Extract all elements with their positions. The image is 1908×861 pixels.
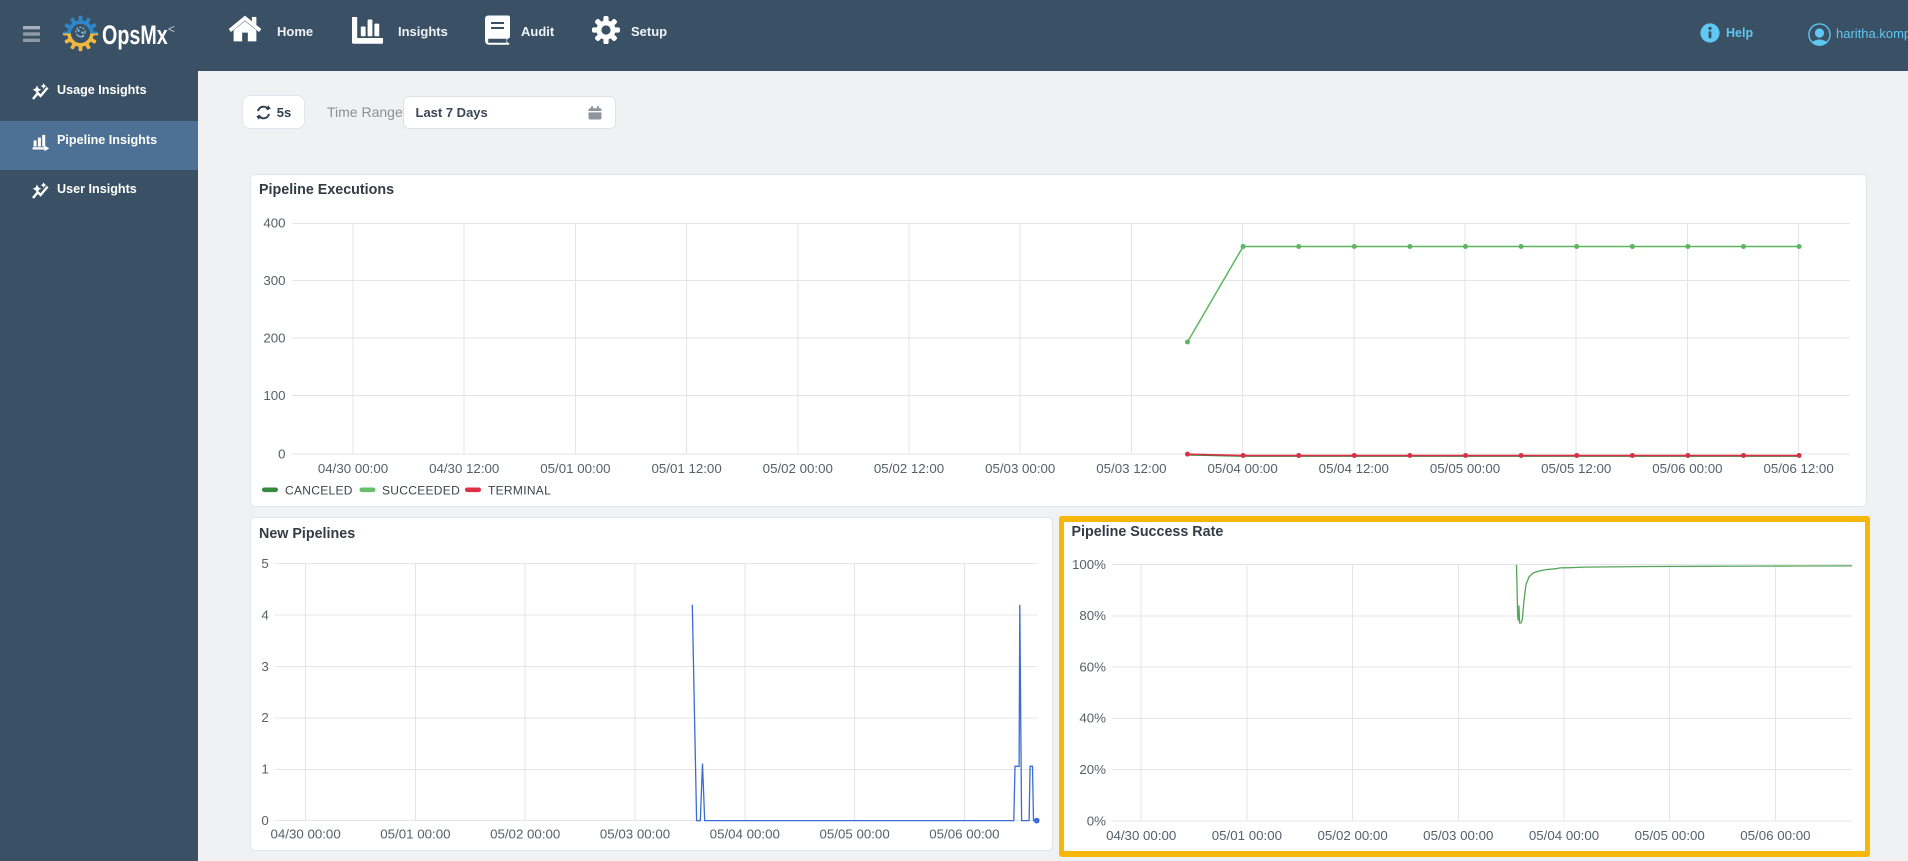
svg-text:0: 0 (278, 446, 285, 461)
svg-text:05/02 00:00: 05/02 00:00 (763, 460, 833, 475)
svg-text:1: 1 (261, 762, 268, 777)
svg-text:4: 4 (261, 607, 268, 622)
svg-text:05/03 00:00: 05/03 00:00 (985, 460, 1055, 475)
svg-text:05/02 00:00: 05/02 00:00 (490, 826, 560, 841)
svg-text:3: 3 (261, 659, 268, 674)
svg-text:CANCELED: CANCELED (285, 483, 353, 497)
svg-text:05/03 00:00: 05/03 00:00 (600, 826, 670, 841)
svg-text:05/05 12:00: 05/05 12:00 (1541, 460, 1611, 475)
svg-text:05/06 12:00: 05/06 12:00 (1763, 460, 1833, 475)
svg-text:60%: 60% (1079, 659, 1106, 674)
svg-text:SUCCEEDED: SUCCEEDED (382, 483, 460, 497)
svg-text:04/30 12:00: 04/30 12:00 (429, 460, 499, 475)
svg-text:05/02 00:00: 05/02 00:00 (1317, 827, 1387, 842)
svg-text:05/04 12:00: 05/04 12:00 (1319, 460, 1389, 475)
svg-text:TERMINAL: TERMINAL (488, 483, 551, 497)
svg-text:05/05 00:00: 05/05 00:00 (819, 826, 889, 841)
svg-text:05/03 00:00: 05/03 00:00 (1423, 827, 1493, 842)
svg-text:04/30 00:00: 04/30 00:00 (270, 826, 340, 841)
svg-text:0: 0 (261, 813, 268, 828)
svg-text:04/30 00:00: 04/30 00:00 (318, 460, 388, 475)
svg-text:200: 200 (263, 330, 285, 345)
svg-text:2: 2 (261, 710, 268, 725)
svg-text:40%: 40% (1079, 710, 1106, 725)
svg-text:05/06 00:00: 05/06 00:00 (1652, 460, 1722, 475)
svg-text:05/06 00:00: 05/06 00:00 (929, 826, 999, 841)
svg-text:20%: 20% (1079, 762, 1106, 777)
svg-text:05/01 00:00: 05/01 00:00 (540, 460, 610, 475)
svg-text:5: 5 (261, 556, 268, 571)
svg-text:05/05 00:00: 05/05 00:00 (1430, 460, 1500, 475)
svg-text:05/05 00:00: 05/05 00:00 (1635, 827, 1705, 842)
svg-text:100%: 100% (1072, 556, 1106, 571)
svg-text:05/02 12:00: 05/02 12:00 (874, 460, 944, 475)
svg-text:80%: 80% (1079, 608, 1106, 623)
svg-text:05/01 00:00: 05/01 00:00 (380, 826, 450, 841)
svg-text:05/04 00:00: 05/04 00:00 (710, 826, 780, 841)
svg-text:300: 300 (263, 272, 285, 287)
svg-text:05/06 00:00: 05/06 00:00 (1740, 827, 1810, 842)
svg-text:400: 400 (263, 215, 285, 230)
svg-text:100: 100 (263, 387, 285, 402)
svg-text:04/30 00:00: 04/30 00:00 (1106, 827, 1176, 842)
svg-text:05/04 00:00: 05/04 00:00 (1529, 827, 1599, 842)
svg-text:05/03 12:00: 05/03 12:00 (1096, 460, 1166, 475)
svg-text:0%: 0% (1087, 813, 1106, 828)
svg-text:05/01 00:00: 05/01 00:00 (1212, 827, 1282, 842)
svg-text:05/01 12:00: 05/01 12:00 (651, 460, 721, 475)
svg-text:05/04 00:00: 05/04 00:00 (1207, 460, 1277, 475)
